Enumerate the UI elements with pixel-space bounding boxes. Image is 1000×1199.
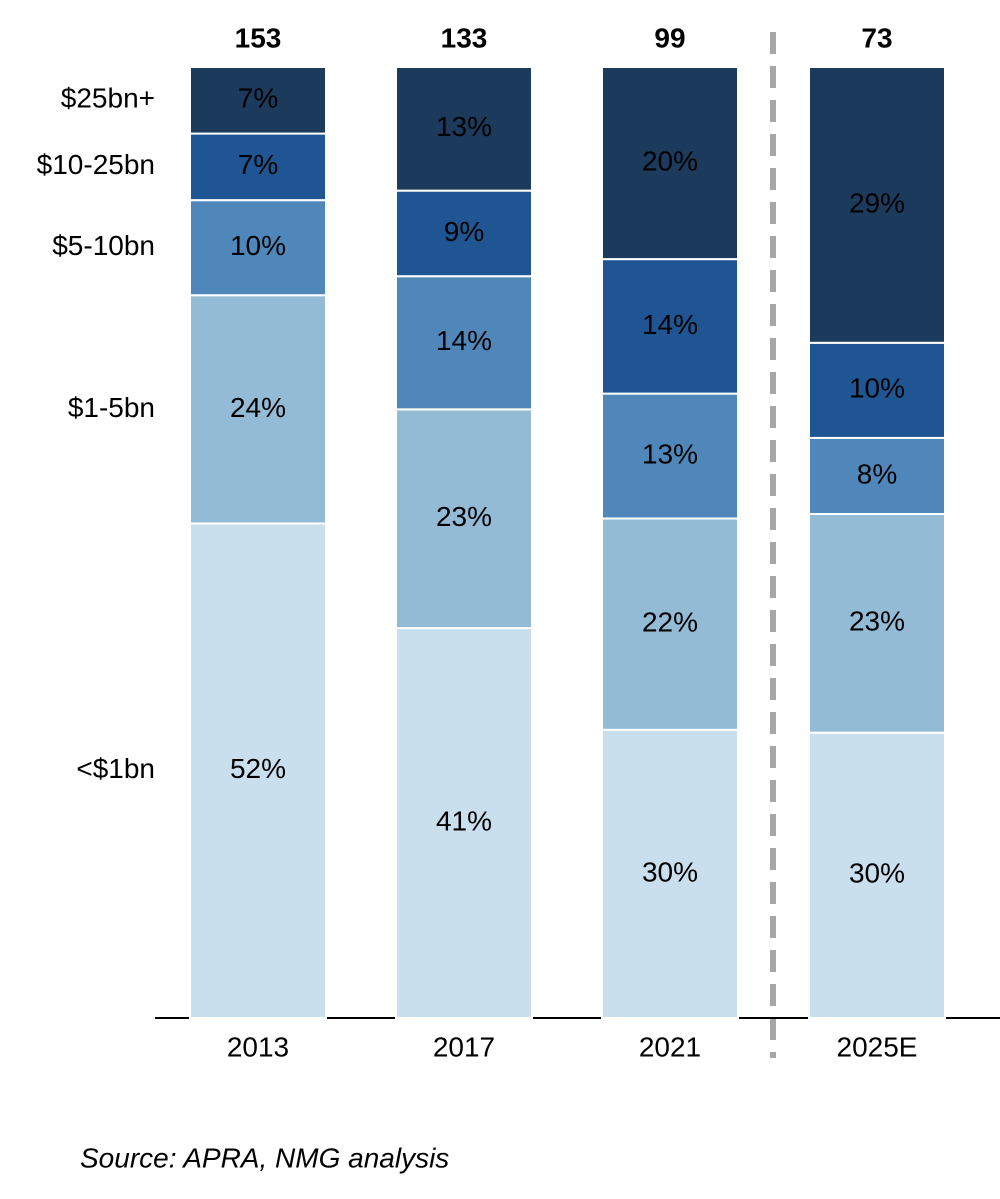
bar-segment [395, 408, 533, 630]
data-label: 23% [436, 501, 492, 532]
legend-label: $10-25bn [37, 149, 155, 180]
data-label: 29% [849, 187, 905, 218]
total: 99 [654, 22, 685, 53]
bar-segment [395, 275, 533, 411]
legend-label: $1-5bn [68, 392, 155, 423]
bar-segment [189, 66, 327, 135]
bar-segment [189, 522, 327, 1019]
data-label: 13% [642, 438, 698, 469]
source: Source: APRA, NMG analysis [80, 1142, 449, 1173]
bar-segment [601, 258, 739, 395]
total: 153 [235, 22, 282, 53]
data-label: 23% [849, 606, 905, 637]
data-label: 7% [238, 83, 278, 114]
data-label: 10% [849, 373, 905, 404]
data-label: 14% [642, 309, 698, 340]
bar-segment [808, 436, 946, 515]
bar-segment [395, 189, 533, 278]
x-tick-label: 2025E [837, 1031, 918, 1062]
data-label: 14% [436, 325, 492, 356]
bar-segment [395, 66, 533, 192]
data-label: 20% [642, 145, 698, 176]
data-label: 41% [436, 805, 492, 836]
data-label: 30% [642, 856, 698, 887]
bar-segment [601, 392, 739, 520]
bar-segment [808, 731, 946, 1019]
bar-segment [189, 199, 327, 297]
bar-segment [808, 512, 946, 734]
bar-segment [395, 627, 533, 1020]
data-label: 52% [230, 753, 286, 784]
data-label: 24% [230, 392, 286, 423]
data-label: 7% [238, 149, 278, 180]
bar-segment [601, 517, 739, 731]
data-label: 9% [444, 216, 484, 247]
bar-segment [808, 66, 946, 344]
bar-segment [601, 728, 739, 1019]
legend-label: <$1bn [76, 753, 155, 784]
x-tick-label: 2017 [433, 1031, 495, 1062]
bar-segment [808, 341, 946, 439]
legend-label: $25bn+ [61, 83, 155, 114]
data-label: 22% [642, 607, 698, 638]
data-label: 10% [230, 230, 286, 261]
legend-label: $5-10bn [52, 230, 155, 261]
bar-segment [601, 66, 739, 261]
data-label: 30% [849, 858, 905, 889]
data-label: 8% [857, 458, 897, 489]
data-label: 13% [436, 111, 492, 142]
total: 133 [441, 22, 488, 53]
total: 73 [861, 22, 892, 53]
x-tick-label: 2021 [639, 1031, 701, 1062]
x-tick-label: 2013 [227, 1031, 289, 1062]
bar-segment [189, 132, 327, 202]
